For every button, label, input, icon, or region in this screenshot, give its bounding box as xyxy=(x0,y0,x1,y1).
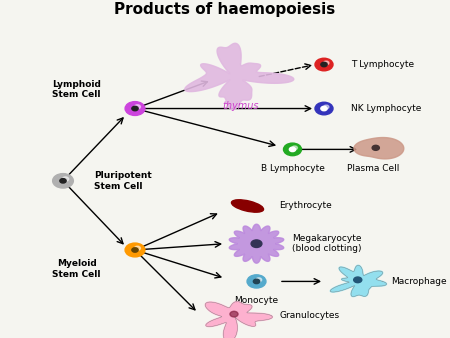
Circle shape xyxy=(247,275,266,288)
Circle shape xyxy=(253,279,260,284)
Circle shape xyxy=(256,278,262,282)
Circle shape xyxy=(321,106,327,111)
Circle shape xyxy=(284,143,302,156)
Text: Monocyte: Monocyte xyxy=(234,295,279,305)
Text: Granulocytes: Granulocytes xyxy=(279,312,339,320)
Circle shape xyxy=(230,311,238,317)
Circle shape xyxy=(321,62,327,67)
Text: NK Lymphocyte: NK Lymphocyte xyxy=(351,104,421,113)
Text: Macrophage: Macrophage xyxy=(392,277,447,286)
Circle shape xyxy=(372,145,379,150)
Circle shape xyxy=(60,178,66,183)
Text: thymus: thymus xyxy=(222,101,259,111)
Polygon shape xyxy=(185,43,294,110)
Circle shape xyxy=(135,105,140,109)
Text: Lymphoid
Stem Cell: Lymphoid Stem Cell xyxy=(52,80,101,99)
Text: Megakaryocyte
(blood clotting): Megakaryocyte (blood clotting) xyxy=(292,234,362,254)
Polygon shape xyxy=(330,265,387,296)
Circle shape xyxy=(125,243,145,257)
Circle shape xyxy=(53,174,73,188)
Circle shape xyxy=(125,102,145,116)
Text: Erythrocyte: Erythrocyte xyxy=(279,201,332,211)
Polygon shape xyxy=(354,138,404,159)
Text: T Lymphocyte: T Lymphocyte xyxy=(351,60,414,69)
Circle shape xyxy=(324,105,329,109)
Circle shape xyxy=(135,246,140,250)
Circle shape xyxy=(315,58,333,71)
Circle shape xyxy=(251,240,262,247)
Text: Products of haemopoiesis: Products of haemopoiesis xyxy=(114,2,336,17)
Circle shape xyxy=(315,102,333,115)
Polygon shape xyxy=(205,301,272,338)
Text: B Lymphocyte: B Lymphocyte xyxy=(261,164,324,172)
Circle shape xyxy=(132,106,138,111)
Ellipse shape xyxy=(231,200,264,212)
Circle shape xyxy=(289,147,296,152)
Text: Myeloid
Stem Cell: Myeloid Stem Cell xyxy=(52,260,101,279)
Circle shape xyxy=(63,177,69,181)
Text: Pluripotent
Stem Cell: Pluripotent Stem Cell xyxy=(94,171,152,191)
Circle shape xyxy=(132,248,138,252)
Circle shape xyxy=(292,146,297,150)
Polygon shape xyxy=(230,224,284,263)
Circle shape xyxy=(354,277,362,283)
Text: Plasma Cell: Plasma Cell xyxy=(347,164,400,172)
Circle shape xyxy=(324,61,329,65)
